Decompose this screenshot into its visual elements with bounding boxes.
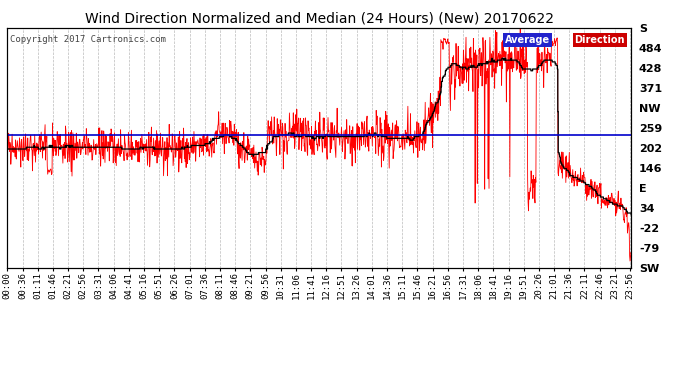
- Title: Wind Direction Normalized and Median (24 Hours) (New) 20170622: Wind Direction Normalized and Median (24…: [85, 12, 553, 26]
- Text: Average: Average: [505, 35, 550, 45]
- Text: Copyright 2017 Cartronics.com: Copyright 2017 Cartronics.com: [10, 35, 166, 44]
- Text: Direction: Direction: [575, 35, 625, 45]
